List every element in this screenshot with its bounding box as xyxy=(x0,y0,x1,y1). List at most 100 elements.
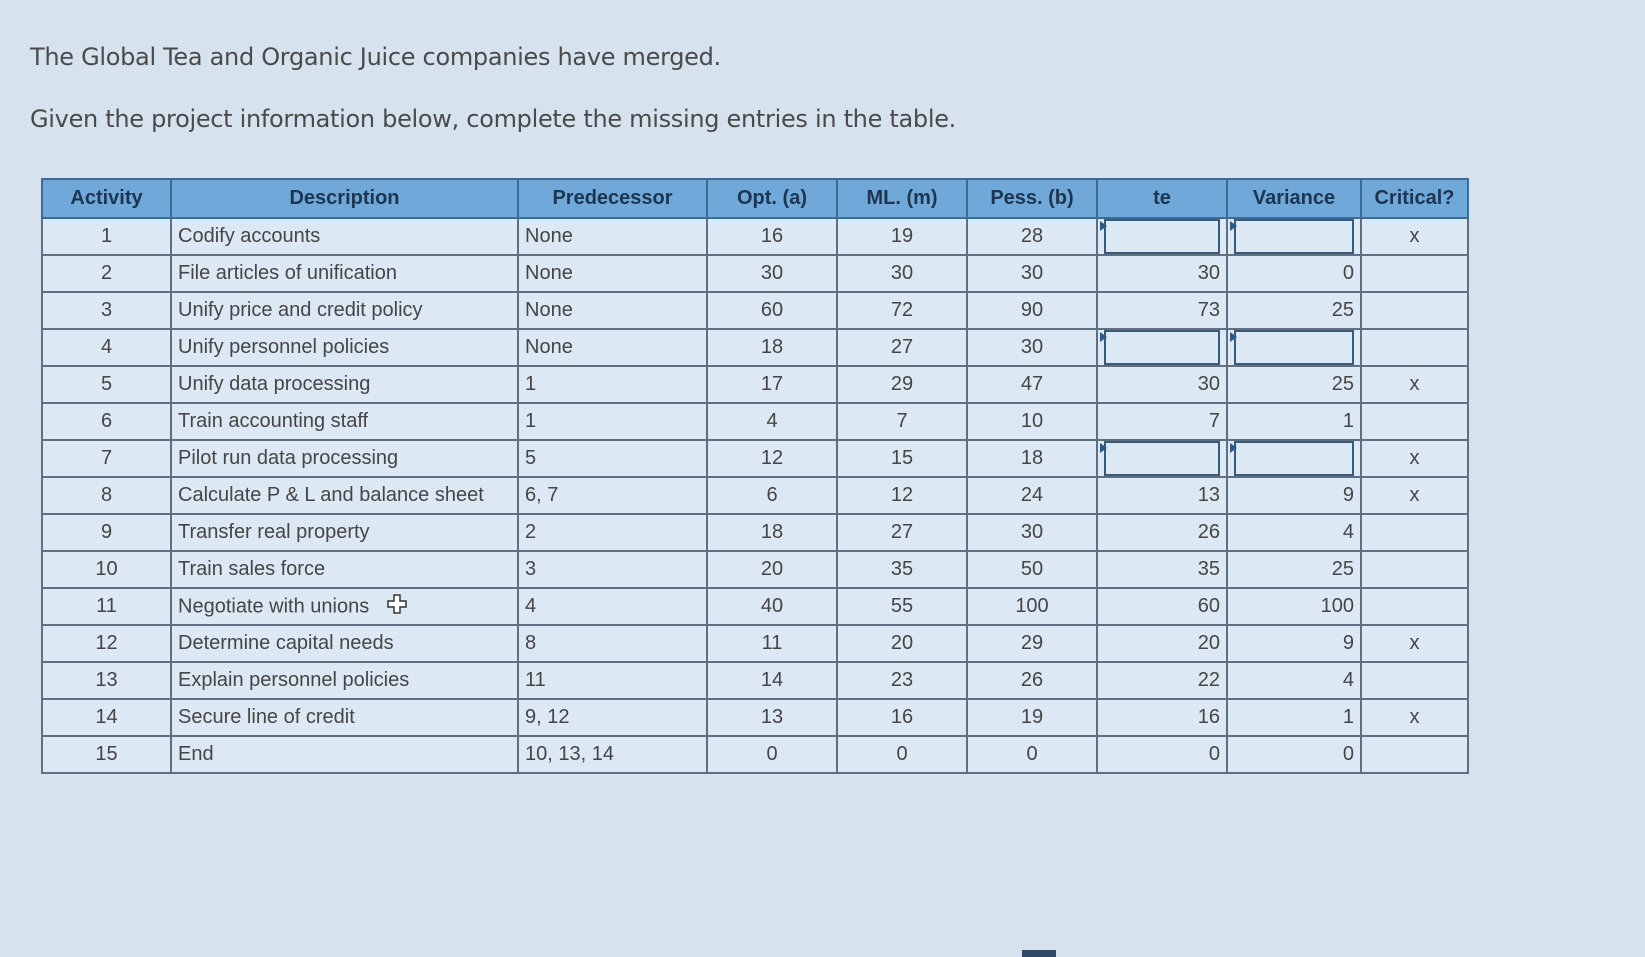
description-cell: Negotiate with unions xyxy=(170,587,519,626)
te-input[interactable] xyxy=(1104,219,1220,254)
activity-cell: 6 xyxy=(41,402,172,441)
critical-cell xyxy=(1360,328,1469,367)
pessimistic-cell: 30 xyxy=(966,513,1098,552)
optimistic-cell: 4 xyxy=(706,402,838,441)
variance-cell[interactable] xyxy=(1226,439,1362,478)
predecessor-cell: 4 xyxy=(517,587,708,626)
description-cell: File articles of unification xyxy=(170,254,519,293)
activity-cell: 5 xyxy=(41,365,172,404)
table-row: 6 Train accounting staff 1 4 7 10 7 1 xyxy=(41,402,1469,441)
most-likely-cell: 12 xyxy=(836,476,968,515)
te-cell: 26 xyxy=(1096,513,1228,552)
pessimistic-cell: 100 xyxy=(966,587,1098,626)
activity-cell: 8 xyxy=(41,476,172,515)
variance-cell: 1 xyxy=(1226,402,1362,441)
variance-cell: 0 xyxy=(1226,254,1362,293)
description-cell: Secure line of credit xyxy=(170,698,519,737)
critical-cell xyxy=(1360,254,1469,293)
te-input[interactable] xyxy=(1104,441,1220,476)
intro-line-2: Given the project information below, com… xyxy=(30,105,957,133)
critical-cell xyxy=(1360,291,1469,330)
predecessor-cell: 9, 12 xyxy=(517,698,708,737)
variance-cell: 0 xyxy=(1226,735,1362,774)
most-likely-cell: 30 xyxy=(836,254,968,293)
te-cell: 30 xyxy=(1096,254,1228,293)
pessimistic-cell: 19 xyxy=(966,698,1098,737)
predecessor-cell: None xyxy=(517,291,708,330)
description-cell: Train accounting staff xyxy=(170,402,519,441)
table-row: 12 Determine capital needs 8 11 20 29 20 9 x xyxy=(41,624,1469,663)
pessimistic-cell: 26 xyxy=(966,661,1098,700)
activity-cell: 13 xyxy=(41,661,172,700)
table-row: 7 Pilot run data processing 5 12 15 18 x xyxy=(41,439,1469,478)
variance-cell[interactable] xyxy=(1226,217,1362,256)
critical-cell: x xyxy=(1360,217,1469,256)
te-cell: 73 xyxy=(1096,291,1228,330)
activity-cell: 11 xyxy=(41,587,172,626)
optimistic-cell: 14 xyxy=(706,661,838,700)
answer-flag-icon xyxy=(1230,443,1237,453)
te-cell: 0 xyxy=(1096,735,1228,774)
most-likely-cell: 15 xyxy=(836,439,968,478)
critical-cell xyxy=(1360,587,1469,626)
table-row: 9 Transfer real property 2 18 27 30 26 4 xyxy=(41,513,1469,552)
pessimistic-cell: 50 xyxy=(966,550,1098,589)
te-cell[interactable] xyxy=(1096,328,1228,367)
critical-cell xyxy=(1360,402,1469,441)
optimistic-cell: 30 xyxy=(706,254,838,293)
optimistic-cell: 13 xyxy=(706,698,838,737)
predecessor-cell: None xyxy=(517,254,708,293)
activity-cell: 15 xyxy=(41,735,172,774)
critical-cell xyxy=(1360,735,1469,774)
header-activity: Activity xyxy=(41,178,172,219)
optimistic-cell: 0 xyxy=(706,735,838,774)
variance-input[interactable] xyxy=(1234,219,1354,254)
pessimistic-cell: 0 xyxy=(966,735,1098,774)
answer-flag-icon xyxy=(1100,221,1107,231)
critical-cell: x xyxy=(1360,698,1469,737)
variance-cell: 25 xyxy=(1226,365,1362,404)
optimistic-cell: 40 xyxy=(706,587,838,626)
header-description: Description xyxy=(170,178,519,219)
table-row: 10 Train sales force 3 20 35 50 35 25 xyxy=(41,550,1469,589)
optimistic-cell: 6 xyxy=(706,476,838,515)
pessimistic-cell: 10 xyxy=(966,402,1098,441)
header-most-likely: ML. (m) xyxy=(836,178,968,219)
variance-input[interactable] xyxy=(1234,441,1354,476)
most-likely-cell: 16 xyxy=(836,698,968,737)
variance-cell: 1 xyxy=(1226,698,1362,737)
predecessor-cell: 3 xyxy=(517,550,708,589)
te-cell[interactable] xyxy=(1096,439,1228,478)
description-cell: Determine capital needs xyxy=(170,624,519,663)
predecessor-cell: 11 xyxy=(517,661,708,700)
variance-cell: 100 xyxy=(1226,587,1362,626)
description-cell: Codify accounts xyxy=(170,217,519,256)
te-cell: 13 xyxy=(1096,476,1228,515)
most-likely-cell: 20 xyxy=(836,624,968,663)
variance-cell[interactable] xyxy=(1226,328,1362,367)
most-likely-cell: 55 xyxy=(836,587,968,626)
activity-cell: 2 xyxy=(41,254,172,293)
variance-input[interactable] xyxy=(1234,330,1354,365)
critical-cell xyxy=(1360,661,1469,700)
te-cell: 22 xyxy=(1096,661,1228,700)
most-likely-cell: 0 xyxy=(836,735,968,774)
predecessor-cell: None xyxy=(517,328,708,367)
te-cell: 7 xyxy=(1096,402,1228,441)
predecessor-cell: 8 xyxy=(517,624,708,663)
table-row: 15 End 10, 13, 14 0 0 0 0 0 xyxy=(41,735,1469,774)
te-input[interactable] xyxy=(1104,330,1220,365)
variance-cell: 25 xyxy=(1226,550,1362,589)
critical-cell xyxy=(1360,550,1469,589)
critical-cell: x xyxy=(1360,365,1469,404)
optimistic-cell: 60 xyxy=(706,291,838,330)
predecessor-cell: 1 xyxy=(517,402,708,441)
description-cell: End xyxy=(170,735,519,774)
header-variance: Variance xyxy=(1226,178,1362,219)
header-te: te xyxy=(1096,178,1228,219)
answer-flag-icon xyxy=(1100,443,1107,453)
optimistic-cell: 16 xyxy=(706,217,838,256)
te-cell[interactable] xyxy=(1096,217,1228,256)
pessimistic-cell: 90 xyxy=(966,291,1098,330)
